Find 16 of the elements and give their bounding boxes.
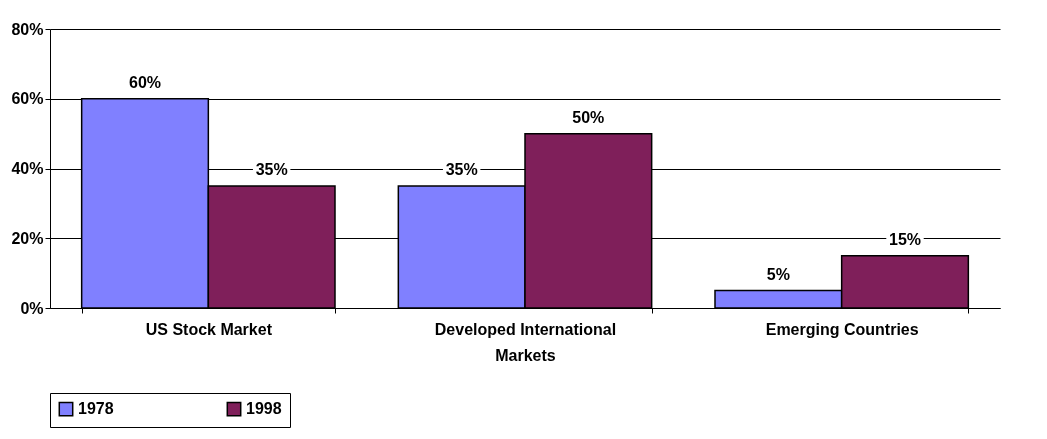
y-tick-label: 80%: [11, 20, 44, 38]
y-tick-label: 40%: [11, 160, 44, 177]
data-label: 5%: [766, 265, 790, 283]
x-tick-label: Developed International Markets: [434, 320, 617, 364]
y-tick-label: 20%: [11, 229, 44, 247]
data-label: 35%: [445, 160, 478, 178]
legend-label: 1998: [246, 400, 282, 418]
data-label: 35%: [255, 160, 288, 178]
x-tick-label: US Stock Market: [145, 320, 273, 338]
x-tick-label: Emerging Countries: [765, 320, 919, 338]
y-tick-label: 0%: [20, 299, 44, 317]
data-label: 50%: [572, 108, 605, 126]
data-label: 15%: [888, 230, 922, 248]
data-label: 60%: [128, 73, 162, 91]
legend-label: 1978: [78, 400, 114, 418]
y-tick-label: 60%: [11, 90, 44, 108]
